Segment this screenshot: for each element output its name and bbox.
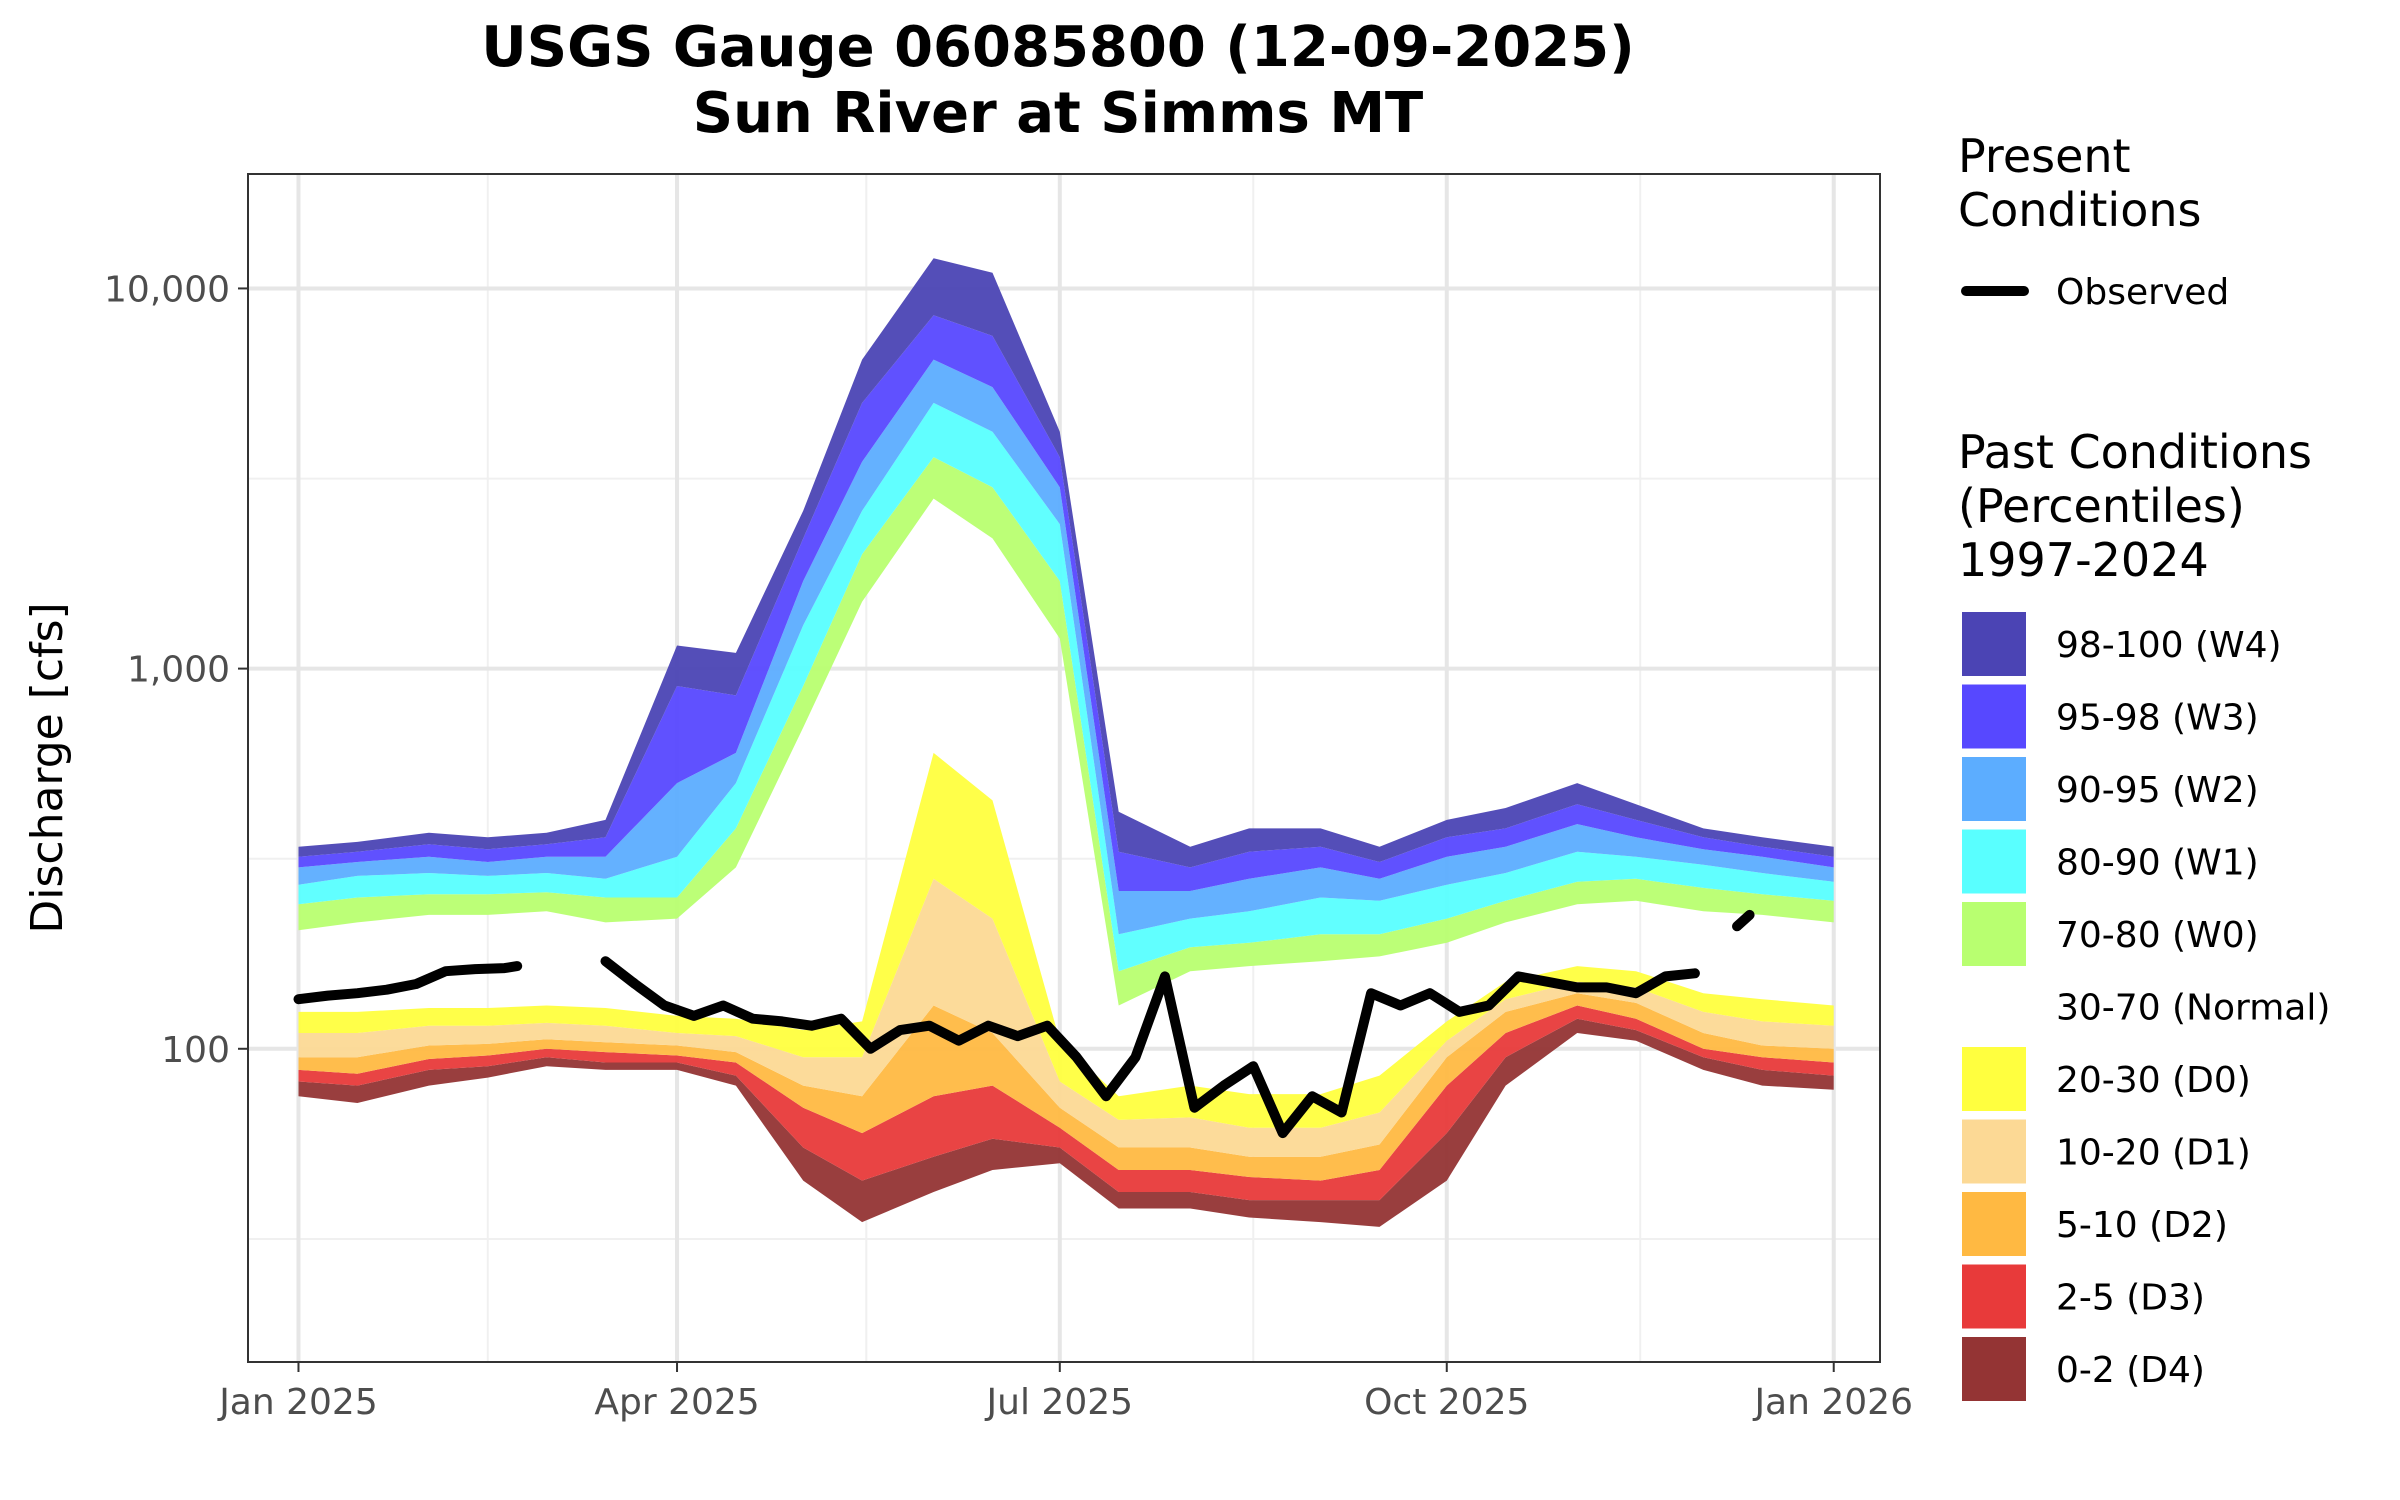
legend-swatch-7 (1962, 1047, 2026, 1111)
y-tick-label: 10,000 (104, 269, 230, 310)
y-tick-label: 1,000 (127, 650, 230, 691)
legend-swatch-11 (1962, 1337, 2026, 1401)
legend-item-label-3: 90-95 (W2) (2056, 770, 2259, 811)
x-tick-label: Jan 2025 (217, 1382, 378, 1423)
legend-swatch-1 (1962, 612, 2026, 676)
legend-past-title-line-2: (Percentiles) (1958, 479, 2245, 533)
x-tick-label: Apr 2025 (594, 1382, 759, 1423)
legend-item-label-9: 5-10 (D2) (2056, 1205, 2228, 1246)
y-axis-title: Discharge [cfs] (22, 602, 73, 933)
band-20-30-d0 (298, 752, 1834, 1128)
legend-swatch-2 (1962, 684, 2026, 749)
y-tick-label: 100 (161, 1030, 230, 1071)
observed-line-segment-2 (600, 956, 1700, 1139)
legend-swatch-6 (1962, 974, 2026, 1039)
y-axis: 100 1,000 10,000 (104, 269, 248, 1071)
legend-item-label-7: 20-30 (D0) (2056, 1060, 2251, 1101)
observed-line-segment-3 (1732, 909, 1755, 932)
legend-item-label-6: 30-70 (Normal) (2056, 988, 2330, 1029)
grid-lines (248, 174, 1880, 1362)
percentile-bands (298, 258, 1834, 1227)
x-axis: Jan 2025 Apr 2025 Jul 2025 Oct 2025 Jan 2026 (217, 1362, 1913, 1423)
legend-item-label-2: 95-98 (W3) (2056, 698, 2259, 739)
plot-panel-border (247, 173, 1881, 1363)
observed-series (293, 909, 1755, 1139)
legend-swatch-8 (1962, 1119, 2026, 1184)
legend-present-title-line-1: Present (1958, 129, 2131, 183)
legend-observed-label: Observed (2056, 272, 2229, 313)
legend-item-label-11: 0-2 (D4) (2056, 1350, 2205, 1391)
legend-item-label-4: 80-90 (W1) (2056, 843, 2259, 884)
band-90-95-w2 (298, 359, 1834, 935)
observed-line-segment-1 (293, 961, 523, 1005)
legend-present-title-line-2: Conditions (1958, 183, 2201, 237)
legend-past-title-line-3: 1997-2024 (1958, 533, 2209, 587)
chart-subtitle: Sun River at Simms MT (693, 81, 1424, 146)
legend-item-label-8: 10-20 (D1) (2056, 1133, 2251, 1174)
legend-past-conditions: Past Conditions (Percentiles) 1997-2024 … (1958, 425, 2330, 1401)
legend-item-label-10: 2-5 (D3) (2056, 1278, 2205, 1319)
legend-swatch-3 (1962, 757, 2026, 821)
legend-past-title-line-1: Past Conditions (1958, 425, 2312, 479)
legend-swatch-9 (1962, 1192, 2026, 1256)
legend-item-label-5: 70-80 (W0) (2056, 915, 2259, 956)
legend-item-label-1: 98-100 (W4) (2056, 625, 2282, 666)
band-10-20-d1 (298, 878, 1834, 1157)
legend-swatch-10 (1962, 1264, 2026, 1329)
x-tick-label: Jul 2025 (985, 1382, 1134, 1423)
x-tick-label: Oct 2025 (1364, 1382, 1529, 1423)
x-tick-label: Jan 2026 (1752, 1382, 1913, 1423)
legend-present-conditions: Present Conditions Observed (1958, 129, 2229, 313)
legend-swatch-4 (1962, 829, 2026, 894)
legend-swatch-5 (1962, 902, 2026, 966)
band-95-98-w3 (298, 315, 1834, 891)
band-0-2-d4 (298, 1018, 1834, 1227)
chart-title: USGS Gauge 06085800 (12-09-2025) (481, 15, 1634, 80)
